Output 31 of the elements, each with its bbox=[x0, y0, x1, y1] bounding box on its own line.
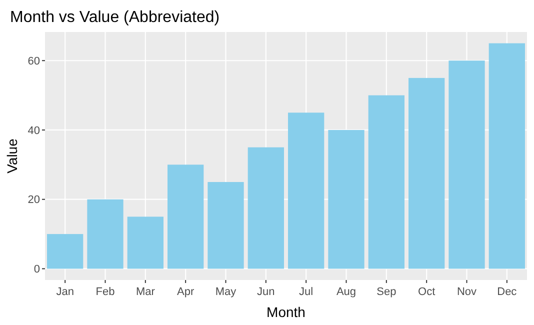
chart-title: Month vs Value (Abbreviated) bbox=[10, 9, 220, 26]
x-tick-label: Jun bbox=[257, 286, 275, 298]
bar bbox=[368, 95, 404, 269]
bar bbox=[408, 78, 445, 269]
bar bbox=[47, 234, 84, 269]
x-tick-label: Jul bbox=[299, 286, 314, 298]
x-tick-label: Oct bbox=[418, 286, 436, 298]
x-tick-label: Aug bbox=[336, 286, 356, 298]
bar bbox=[87, 199, 124, 269]
y-axis-title: Value bbox=[4, 138, 20, 174]
bar bbox=[127, 216, 164, 269]
bar bbox=[448, 60, 485, 269]
x-tick-label: Jan bbox=[56, 286, 74, 298]
y-tick-label: 60 bbox=[28, 55, 40, 68]
y-tick-label: 0 bbox=[34, 264, 40, 276]
x-tick-label: Nov bbox=[456, 286, 478, 298]
bar bbox=[208, 182, 244, 269]
x-tick-label: May bbox=[215, 286, 237, 298]
x-axis-title: Month bbox=[266, 304, 306, 320]
bar bbox=[288, 112, 324, 269]
x-tick-label: Sep bbox=[376, 286, 396, 298]
bar bbox=[488, 43, 525, 269]
x-tick-label: Dec bbox=[497, 286, 518, 298]
x-tick-label: Feb bbox=[96, 286, 115, 298]
x-tick-label: Apr bbox=[177, 286, 194, 298]
bar bbox=[248, 147, 284, 269]
y-tick-label: 20 bbox=[28, 194, 40, 206]
x-tick-label: Mar bbox=[136, 286, 156, 298]
y-tick-label: 40 bbox=[28, 124, 40, 137]
bar bbox=[168, 164, 204, 269]
bar bbox=[328, 130, 364, 269]
